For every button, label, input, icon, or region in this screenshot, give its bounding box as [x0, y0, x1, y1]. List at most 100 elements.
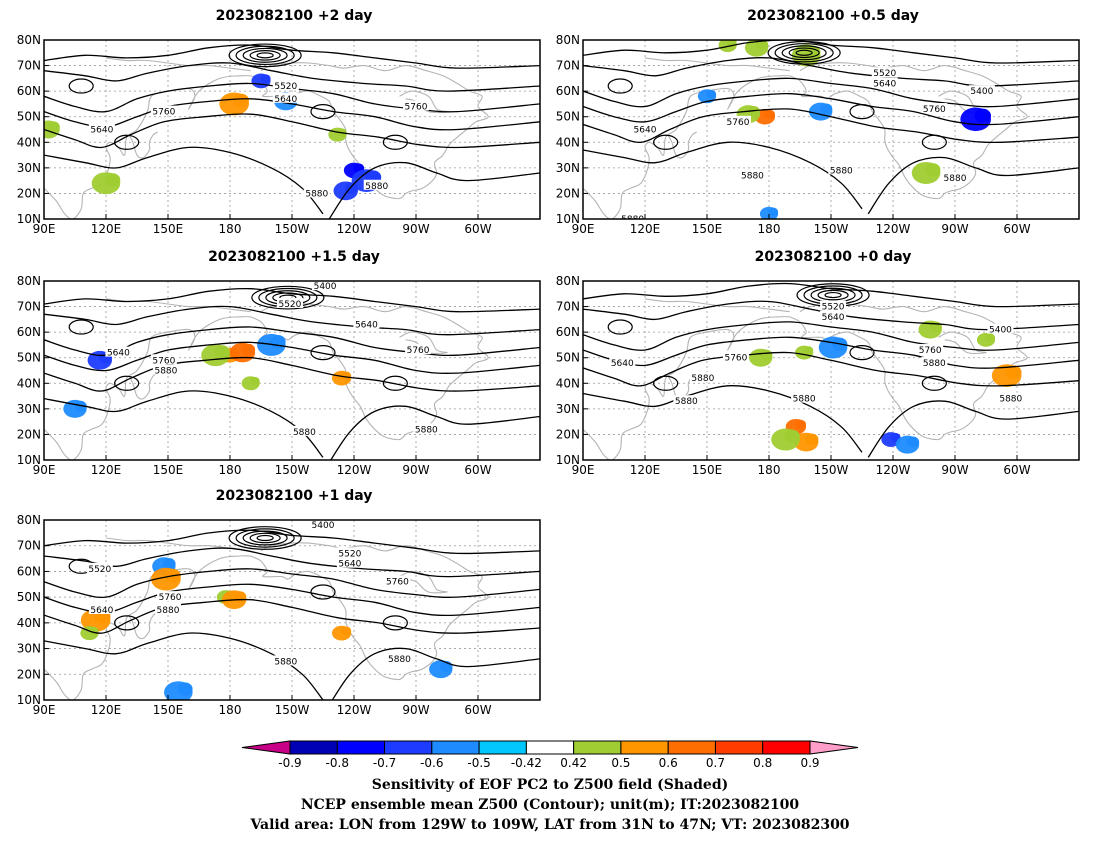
- contour-label-bg: [619, 213, 646, 219]
- coastline: [250, 62, 489, 200]
- z500-contour: [781, 45, 827, 61]
- contour-label-bg: [88, 123, 115, 134]
- colorbar-swatch: [620, 740, 669, 755]
- z500-contour: [330, 405, 540, 460]
- map-panel-2: 2023082100 +0.5 day552056405400576057605…: [556, 8, 1080, 236]
- lon-tick-label: 180: [219, 222, 242, 236]
- lat-tick-label: 70N: [17, 539, 41, 553]
- z500-contour: [228, 43, 302, 68]
- z500-contour: [256, 534, 274, 542]
- sensitivity-patch: [924, 163, 941, 177]
- lat-tick-label: 80N: [17, 513, 41, 527]
- z500-contour: [583, 282, 1079, 308]
- contour-label: 5640: [90, 126, 113, 136]
- contour-label: 5880: [675, 397, 698, 407]
- lon-tick-label: 90W: [941, 222, 968, 236]
- z500-contour: [44, 632, 324, 700]
- lat-tick-label: 50N: [17, 110, 41, 124]
- colorbar-label: -0.9: [278, 756, 301, 770]
- lat-tick-label: 40N: [17, 616, 41, 630]
- z500-contour: [607, 78, 633, 94]
- contour-label-bg: [968, 85, 995, 96]
- contour-label: 5880: [305, 189, 328, 199]
- contour-label: 5520: [88, 565, 111, 575]
- z500-contour: [788, 47, 820, 59]
- z500-contour: [114, 615, 140, 631]
- contour-label: 5400: [314, 282, 337, 292]
- contour-label-bg: [312, 281, 339, 291]
- contour-label-bg: [336, 547, 363, 558]
- sensitivity-patch: [974, 108, 992, 123]
- lat-tick-label: 80N: [556, 33, 580, 47]
- z500-contour: [921, 134, 947, 150]
- z500-contour: [44, 568, 540, 599]
- z500-contour: [867, 156, 1079, 215]
- lat-tick-label: 70N: [556, 59, 580, 73]
- colorbar: -0.9 -0.8 -0.7 -0.6 -0.5 -0.42 0.42 0.5 0.6 0.7 0.…: [241, 740, 859, 770]
- z500-contour: [68, 78, 94, 94]
- coastline: [128, 372, 158, 400]
- lon-tick-label: 150W: [275, 703, 310, 717]
- lon-tick-label: 60W: [464, 222, 491, 236]
- z500-contour: [249, 532, 281, 544]
- panel-title: 2023082100 +0.5 day: [747, 8, 919, 24]
- z500-contour: [228, 526, 302, 550]
- colorbar-label: 0.42: [560, 756, 587, 770]
- lon-tick-label: 90W: [941, 463, 968, 477]
- lat-tick-label: 70N: [556, 300, 580, 314]
- contour-label: 5520: [274, 82, 297, 92]
- sensitivity-patch: [340, 371, 352, 381]
- z500-contour: [583, 77, 1079, 108]
- contour-label: 5880: [365, 182, 388, 192]
- contour-label: 5760: [919, 346, 942, 356]
- contour-label-bg: [403, 100, 429, 111]
- sensitivity-patch: [1005, 365, 1022, 380]
- colorbar-swatch: [478, 740, 527, 755]
- contour-label-bg: [353, 318, 380, 329]
- footer-line-3: Valid area: LON from 129W to 109W, LAT f…: [250, 817, 850, 833]
- sensitivity-patch: [232, 93, 249, 108]
- lon-tick-label: 150W: [814, 222, 849, 236]
- contour-label: 5640: [355, 320, 378, 330]
- lat-tick-label: 10N: [17, 212, 41, 226]
- contour-label-bg: [150, 354, 177, 365]
- coastline: [128, 612, 158, 640]
- z500-contour: [235, 528, 295, 548]
- sensitivity-patch: [764, 109, 776, 120]
- contour-label-bg: [673, 395, 700, 406]
- contour-label: 5640: [274, 95, 297, 105]
- contour-label-bg: [88, 604, 115, 614]
- z500-contour: [583, 92, 1079, 126]
- lon-tick-label: 150W: [275, 222, 310, 236]
- contour-label: 5880: [741, 172, 764, 182]
- sensitivity-patch: [260, 74, 271, 84]
- sensitivity-patch: [249, 376, 260, 386]
- lat-tick-label: 30N: [556, 402, 580, 416]
- lat-tick-label: 10N: [17, 453, 41, 467]
- lat-tick-label: 30N: [17, 402, 41, 416]
- contour-label: 5760: [727, 118, 750, 128]
- lat-tick-label: 20N: [17, 427, 41, 441]
- colorbar-label: 0.8: [753, 756, 772, 770]
- lat-tick-label: 60N: [17, 564, 41, 578]
- coastline: [789, 303, 1028, 441]
- lat-tick-label: 70N: [17, 300, 41, 314]
- contour-label-bg: [820, 310, 847, 321]
- contour-label: 5760: [405, 102, 428, 112]
- contour-label: 5880: [944, 174, 967, 184]
- lat-tick-label: 50N: [17, 590, 41, 604]
- contour-label: 5880: [793, 395, 816, 405]
- sensitivity-patch: [747, 106, 761, 117]
- contour-label-bg: [310, 520, 336, 530]
- sensitivity-patch: [795, 419, 807, 430]
- panel-title: 2023082100 +0 day: [755, 249, 912, 265]
- z500-contour: [235, 45, 295, 66]
- contour-label: 5400: [970, 87, 993, 97]
- lon-tick-label: 120E: [91, 463, 122, 477]
- contour-label-bg: [987, 323, 1014, 334]
- coastline: [789, 62, 1028, 200]
- z500-contour: [795, 49, 813, 56]
- sensitivity-patch: [784, 429, 800, 443]
- z500-contour: [44, 62, 540, 92]
